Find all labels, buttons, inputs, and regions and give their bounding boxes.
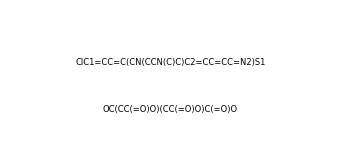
- Text: OC(CC(=O)O)(CC(=O)O)C(=O)O: OC(CC(=O)O)(CC(=O)O)C(=O)O: [103, 105, 238, 114]
- Text: ClC1=CC=C(CN(CCN(C)C)C2=CC=CC=N2)S1: ClC1=CC=C(CN(CCN(C)C)C2=CC=CC=N2)S1: [75, 58, 266, 67]
